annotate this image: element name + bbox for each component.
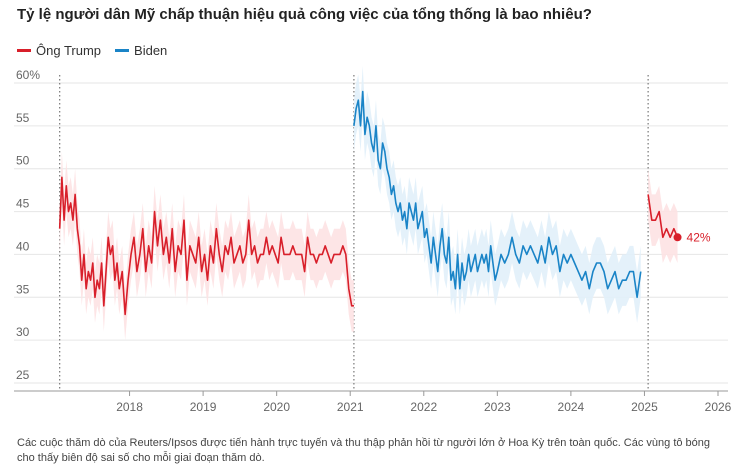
x-tick-label-2025: 2025 — [631, 400, 658, 414]
x-tick-label-2022: 2022 — [410, 400, 437, 414]
y-tick-label-45: 45 — [16, 197, 30, 211]
legend-label-trump: Ông Trump — [36, 43, 102, 58]
y-tick-label-55: 55 — [16, 111, 30, 125]
legend-swatch-biden — [115, 49, 130, 52]
y-tick-label-50: 50 — [16, 154, 30, 168]
legend-item-biden: Biden — [115, 43, 167, 58]
end-value-label: 42% — [687, 230, 711, 244]
footnote: Các cuộc thăm dò của Reuters/Ipsos được … — [17, 437, 711, 464]
x-tick-label-2020: 2020 — [263, 400, 290, 414]
series-line--ng-trump-0 — [58, 176, 354, 316]
y-tick-label-40: 40 — [16, 239, 30, 253]
error-band--ng-trump-0 — [59, 151, 354, 341]
approval-chart: 25 30 35 40 45 50 55 60% 2018 2019 2020 2021 2022 202… — [14, 65, 732, 414]
legend-item-trump: Ông Trump — [17, 43, 101, 58]
x-tick-label-2021: 2021 — [337, 400, 364, 414]
x-tick-label-2023: 2023 — [484, 400, 511, 414]
x-tick-label-2018: 2018 — [116, 400, 143, 414]
legend-label-biden: Biden — [134, 43, 168, 58]
legend: Ông Trump Biden — [17, 43, 181, 58]
y-tick-label-25: 25 — [16, 368, 30, 382]
legend-swatch-trump — [17, 49, 31, 52]
x-tick-label-2019: 2019 — [190, 400, 217, 414]
end-point-marker — [673, 233, 682, 242]
x-tick-label-2026: 2026 — [705, 400, 732, 414]
error-band--ng-trump-1 — [648, 168, 678, 263]
error-band-biden-0 — [353, 65, 641, 323]
y-tick-label-30: 30 — [16, 325, 30, 339]
y-tick-label-35: 35 — [16, 282, 30, 296]
y-tick-label-60: 60% — [16, 68, 40, 82]
chart-title: Tỷ lệ người dân Mỹ chấp thuận hiệu quả c… — [17, 6, 592, 23]
x-tick-label-2024: 2024 — [558, 400, 585, 414]
